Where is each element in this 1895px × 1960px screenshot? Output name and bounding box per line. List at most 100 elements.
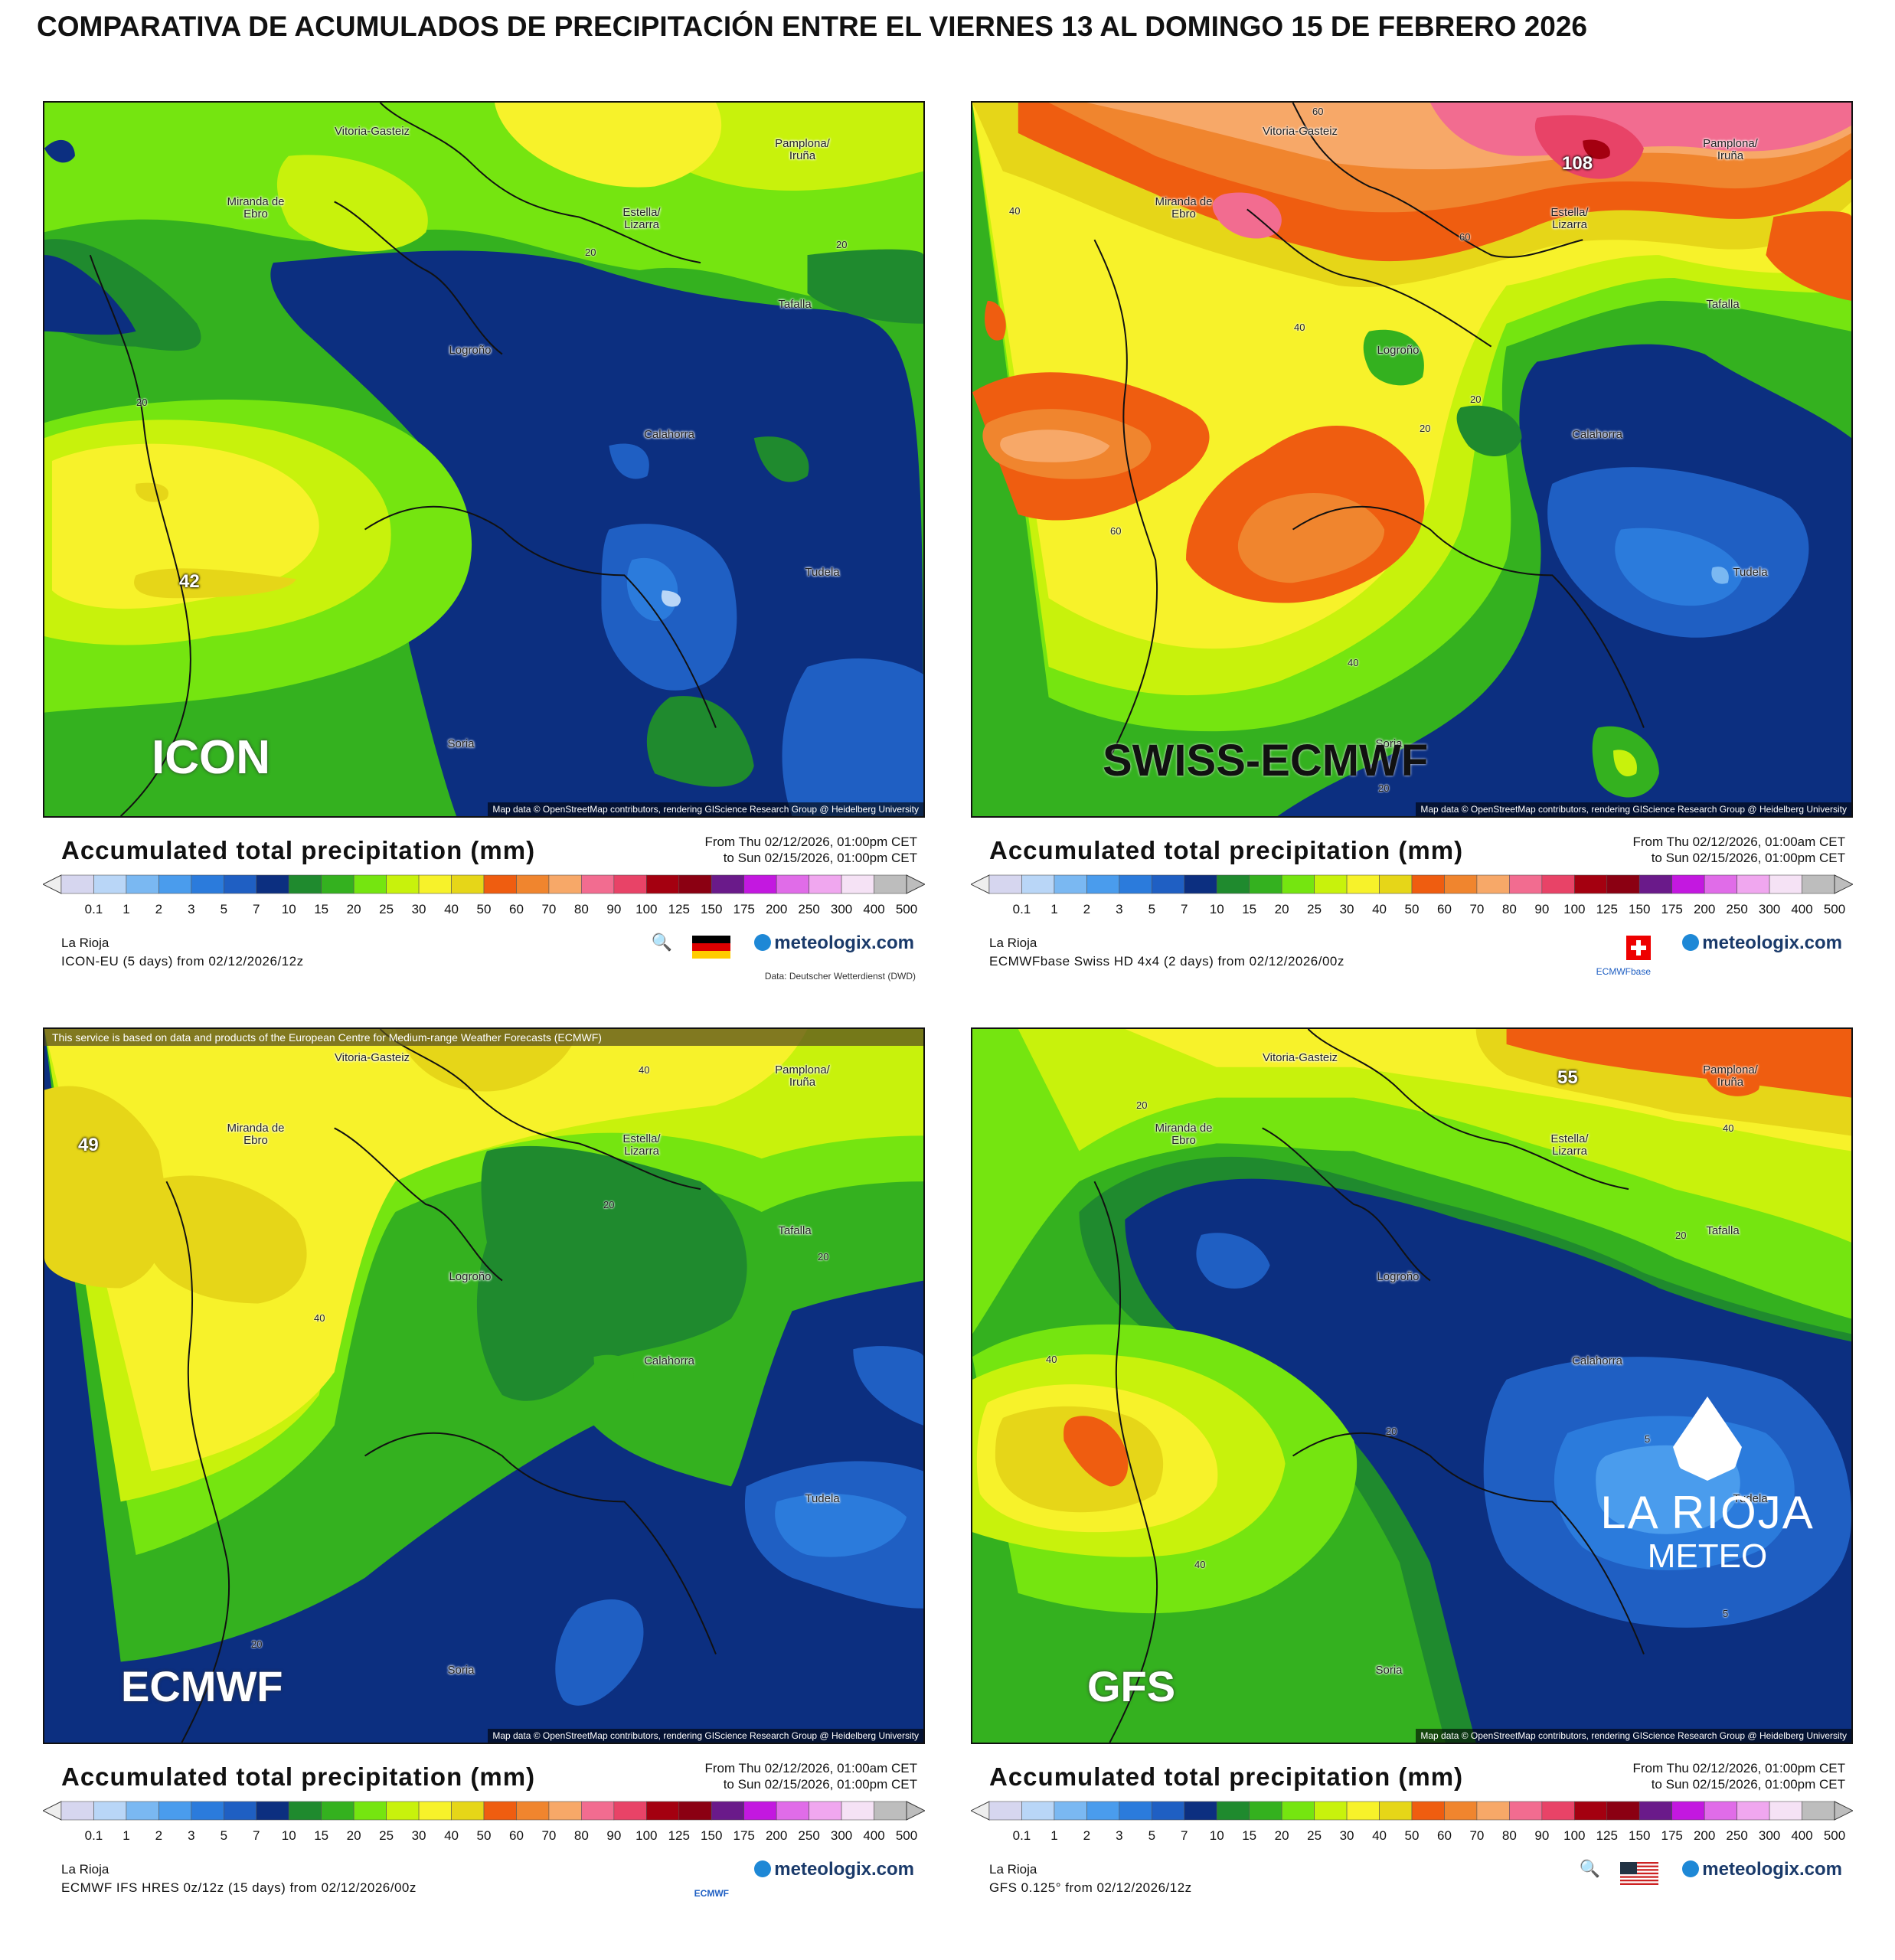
colorbar-tick-label: 3 bbox=[188, 1828, 195, 1843]
colorbar-tick-label: 90 bbox=[1534, 1828, 1550, 1843]
colorbar-swatch bbox=[158, 1801, 192, 1821]
colorbar-swatch bbox=[548, 1801, 582, 1821]
colorbar-right-arrow bbox=[1834, 1801, 1853, 1821]
colorbar-swatch bbox=[451, 1801, 485, 1821]
city-tafalla: Tafalla bbox=[778, 1224, 812, 1237]
colorbar-tick-label: 15 bbox=[314, 1828, 329, 1843]
colorbar-tick-label: 175 bbox=[733, 902, 755, 916]
colorbar-tick-label: 175 bbox=[1661, 1828, 1683, 1843]
city-calahorra: Calahorra bbox=[1572, 428, 1622, 441]
model-run: ECMWF IFS HRES 0z/12z (15 days) from 02/… bbox=[61, 1880, 417, 1895]
colorbar-swatch bbox=[581, 1801, 615, 1821]
data-provider: Data: Deutscher Wetterdienst (DWD) bbox=[764, 971, 916, 982]
colorbar-tick-label: 250 bbox=[798, 1828, 820, 1843]
precipitation-map-gfs[interactable]: Vitoria-Gasteiz Pamplona/ Iruña Miranda … bbox=[971, 1027, 1853, 1744]
colorbar-swatch bbox=[516, 874, 550, 894]
colorbar-swatch bbox=[711, 874, 744, 894]
colorbar-swatch bbox=[1249, 874, 1282, 894]
colorbar-tick-label: 2 bbox=[1083, 902, 1091, 916]
colorbar-swatch bbox=[1671, 874, 1705, 894]
colorbar-tick-label: 125 bbox=[1596, 902, 1618, 916]
meteologix-logo[interactable]: meteologix.com bbox=[1682, 1859, 1842, 1880]
colorbar-swatch bbox=[1769, 874, 1802, 894]
colorbar bbox=[43, 1801, 925, 1821]
precipitation-map-icon[interactable]: Vitoria-Gasteiz Pamplona/ Iruña Miranda … bbox=[43, 101, 925, 818]
colorbar-tick-label: 70 bbox=[1469, 902, 1485, 916]
city-pamplona: Pamplona/ Iruña bbox=[775, 137, 830, 162]
colorbar-tick-label: 50 bbox=[1404, 1828, 1420, 1843]
colorbar-swatch bbox=[1314, 874, 1348, 894]
colorbar-swatch bbox=[93, 874, 127, 894]
meteologix-logo[interactable]: meteologix.com bbox=[754, 933, 914, 954]
colorbar-tick-label: 175 bbox=[733, 1828, 755, 1843]
colorbar-swatch bbox=[386, 874, 420, 894]
precipitation-map-swiss-ecmwf[interactable]: Vitoria-Gasteiz Pamplona/ Iruña Miranda … bbox=[971, 101, 1853, 818]
colorbar-tick-label: 0.1 bbox=[1012, 1828, 1031, 1843]
colorbar-tick-label: 250 bbox=[798, 902, 820, 916]
panel-icon: Vitoria-Gasteiz Pamplona/ Iruña Miranda … bbox=[43, 101, 925, 1004]
colorbar-tick-label: 2 bbox=[155, 902, 163, 916]
colorbar-swatch bbox=[711, 1801, 744, 1821]
isoline-label: 20 bbox=[1378, 782, 1390, 794]
logo-text: meteologix.com bbox=[774, 1859, 914, 1880]
colorbar-swatch bbox=[353, 874, 387, 894]
colorbar-tick-label: 15 bbox=[1242, 902, 1257, 916]
max-value-label: 55 bbox=[1557, 1067, 1578, 1088]
colorbar-swatch bbox=[418, 874, 452, 894]
isoline-label: 20 bbox=[1386, 1426, 1397, 1437]
colorbar-tick-label: 90 bbox=[606, 902, 622, 916]
colorbar-swatch bbox=[126, 874, 159, 894]
meteologix-logo[interactable]: meteologix.com bbox=[754, 1859, 914, 1880]
isoline-label: 5 bbox=[1723, 1608, 1729, 1619]
colorbar-swatch bbox=[288, 874, 322, 894]
colorbar-tick-label: 30 bbox=[1339, 902, 1354, 916]
colorbar-left-arrow bbox=[43, 874, 62, 894]
colorbar-left-arrow bbox=[971, 1801, 990, 1821]
city-estella: Estella/ Lizarra bbox=[622, 1132, 661, 1158]
colorbar-tick-label: 400 bbox=[863, 1828, 885, 1843]
colorbar-tick-label: 300 bbox=[830, 1828, 853, 1843]
isoline-label: 20 bbox=[136, 397, 148, 408]
city-soria: Soria bbox=[447, 737, 475, 750]
colorbar-swatch bbox=[1314, 1801, 1348, 1821]
isoline-label: 20 bbox=[818, 1251, 829, 1263]
colorbar-tick-label: 10 bbox=[1209, 1828, 1224, 1843]
colorbar-swatch bbox=[158, 874, 192, 894]
usa-flag bbox=[1620, 1862, 1658, 1885]
colorbar-tick-label: 2 bbox=[1083, 1828, 1091, 1843]
colorbar-swatch bbox=[516, 1801, 550, 1821]
legend-title: Accumulated total precipitation (mm) bbox=[989, 836, 1464, 864]
colorbar-swatch bbox=[1509, 1801, 1543, 1821]
valid-to: to Sun 02/15/2026, 01:00pm CET bbox=[1651, 851, 1845, 865]
meteologix-logo[interactable]: meteologix.com bbox=[1682, 933, 1842, 954]
city-calahorra: Calahorra bbox=[1572, 1354, 1622, 1367]
panel-gfs: Vitoria-Gasteiz Pamplona/ Iruña Miranda … bbox=[971, 1027, 1853, 1931]
isoline-label: 20 bbox=[1420, 423, 1431, 434]
colorbar-swatch bbox=[1379, 1801, 1413, 1821]
meteologix-icon bbox=[754, 1860, 772, 1877]
colorbar-tick-label: 60 bbox=[508, 902, 524, 916]
colorbar bbox=[971, 1801, 1853, 1821]
colorbar-tick-label: 500 bbox=[895, 902, 918, 916]
colorbar-swatch bbox=[321, 1801, 354, 1821]
city-tudela: Tudela bbox=[1733, 566, 1768, 579]
colorbar-swatch bbox=[1152, 874, 1185, 894]
city-tafalla: Tafalla bbox=[1706, 298, 1740, 311]
colorbar-tick-label: 2 bbox=[155, 1828, 163, 1843]
colorbar-tick-label: 200 bbox=[1693, 1828, 1716, 1843]
colorbar-tick-label: 10 bbox=[1209, 902, 1224, 916]
colorbar-tick-label: 7 bbox=[1181, 902, 1188, 916]
colorbar-swatch bbox=[1737, 874, 1770, 894]
colorbar-swatch bbox=[191, 1801, 224, 1821]
colorbar-tick-label: 400 bbox=[1791, 1828, 1813, 1843]
isoline-label: 40 bbox=[1348, 657, 1359, 668]
colorbar-swatch bbox=[321, 874, 354, 894]
city-logrono: Logroño bbox=[449, 344, 492, 357]
colorbar-tick-label: 300 bbox=[1758, 902, 1781, 916]
valid-from: From Thu 02/12/2026, 01:00am CET bbox=[1632, 835, 1845, 849]
map-attribution: Map data © OpenStreetMap contributors, r… bbox=[1416, 1729, 1851, 1743]
colorbar-tick-label: 80 bbox=[1501, 902, 1517, 916]
colorbar-tick-label: 40 bbox=[444, 1828, 459, 1843]
isoline-label: 40 bbox=[1009, 205, 1021, 217]
precipitation-map-ecmwf[interactable]: This service is based on data and produc… bbox=[43, 1027, 925, 1744]
